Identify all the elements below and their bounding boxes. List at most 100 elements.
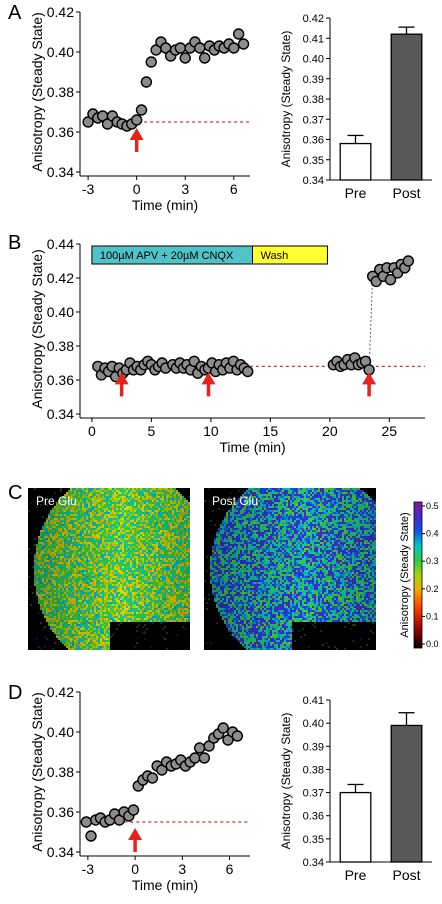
- y-tick-label: 0.36: [303, 811, 324, 823]
- y-tick-label: 0.40: [47, 304, 74, 320]
- y-tick-label: 0.36: [303, 135, 324, 147]
- x-axis-label: Time (min): [132, 877, 198, 893]
- data-point: [402, 255, 415, 267]
- bar: [390, 724, 423, 863]
- colorbar-label: Anisotropy (Steady State): [400, 512, 411, 637]
- category-label: Pre: [345, 867, 367, 883]
- x-tick-label: 10: [203, 423, 219, 439]
- data-point: [237, 38, 250, 50]
- data-point: [146, 772, 159, 784]
- pre-glu-image: Pre Glu: [28, 488, 190, 650]
- data-point: [198, 752, 211, 764]
- y-tick-label: 0.37: [303, 788, 324, 800]
- panel-a-scatter-chart: 0.34 0.36 0.38 0.40 0.42 -3 0 3 6 Time (min) Aniso…: [29, 4, 250, 213]
- stimulus-arrow: [362, 372, 377, 385]
- x-tick-label: 3: [181, 181, 189, 197]
- data-point: [242, 365, 254, 378]
- bar: [339, 142, 372, 181]
- y-tick-label: 0.38: [47, 764, 74, 780]
- data-point: [384, 274, 397, 286]
- colorbar-tick-label: 0.0: [426, 639, 439, 649]
- x-axis-label: Time (min): [219, 439, 285, 455]
- x-tick-label: 20: [322, 423, 338, 439]
- y-axis-label: Anisotropy (Steady State): [29, 12, 45, 172]
- colorbar: 0.5 0.4 0.3 0.2 0.1 0.0 Anisotropy (Steady Sta…: [400, 501, 439, 649]
- data-point: [140, 76, 153, 88]
- y-tick-label: 0.34: [47, 406, 74, 422]
- data-point: [80, 816, 92, 828]
- colorbar-tick-label: 0.4: [426, 529, 439, 539]
- data-point: [174, 42, 187, 54]
- treatment-box: [252, 245, 328, 265]
- panel-b-scatter-chart: 0.34 0.36 0.38 0.40 0.42 0.44 0 5 10 15 20 25 Time (…: [29, 236, 425, 455]
- category-label: Post: [392, 185, 420, 201]
- x-tick-label: 15: [263, 423, 279, 439]
- stimulus-arrow: [128, 828, 143, 840]
- x-tick-label: -3: [82, 181, 95, 197]
- data-point: [217, 722, 229, 734]
- panel-a-bar-chart: 0.34 0.35 0.36 0.37 0.38 0.39 0.40 0.41 0.42 Anis…: [279, 13, 432, 201]
- x-tick-label: 0: [88, 423, 96, 439]
- y-tick-label: 0.40: [303, 54, 324, 66]
- y-tick-label: 0.42: [303, 13, 324, 25]
- y-tick-label: 0.38: [47, 84, 74, 100]
- y-tick-label: 0.40: [47, 44, 74, 60]
- y-axis-label: Anisotropy (Steady State): [279, 31, 293, 168]
- data-point: [198, 52, 211, 64]
- y-axis-label: Anisotropy (Steady State): [279, 713, 293, 850]
- panel-letter-b: B: [8, 232, 22, 254]
- y-tick-label: 0.35: [303, 834, 324, 846]
- y-tick-label: 0.39: [303, 74, 324, 86]
- x-tick-label: 3: [178, 861, 186, 877]
- category-label: Post: [392, 867, 420, 883]
- x-tick-label: 0: [133, 181, 141, 197]
- data-point: [179, 52, 191, 64]
- x-tick-label: -3: [82, 861, 95, 877]
- data-point: [135, 104, 148, 116]
- bar: [339, 791, 372, 863]
- colorbar-gradient-bar: [413, 501, 423, 649]
- y-tick-label: 0.35: [303, 155, 324, 167]
- y-tick-label: 0.34: [303, 857, 324, 869]
- data-point: [145, 56, 157, 68]
- panel-d-scatter-chart: 0.34 0.36 0.38 0.40 0.42 -3 0 3 6 Time (min) Aniso…: [29, 684, 250, 893]
- x-tick-label: 5: [147, 423, 155, 439]
- stimulus-arrow: [129, 128, 144, 140]
- colorbar-tick-label: 0.5: [426, 501, 439, 511]
- data-point: [194, 42, 206, 54]
- post-glu-label: Post Glu: [212, 494, 259, 508]
- x-tick-label: 6: [230, 181, 238, 197]
- y-tick-label: 0.38: [47, 338, 74, 354]
- y-tick-label: 0.36: [47, 804, 74, 820]
- data-point: [130, 114, 143, 126]
- y-tick-label: 0.39: [303, 741, 324, 753]
- y-tick-label: 0.36: [47, 124, 74, 140]
- stimulus-arrow: [201, 372, 216, 385]
- x-tick-label: 0: [131, 861, 139, 877]
- y-tick-label: 0.42: [47, 270, 74, 286]
- y-tick-label: 0.34: [47, 844, 74, 860]
- treatment-label: Wash: [261, 250, 289, 262]
- panel-letter-c: C: [8, 482, 23, 504]
- treatment-label: 100µM APV + 20µM CNQX: [100, 250, 234, 262]
- y-tick-label: 0.42: [47, 4, 74, 20]
- y-tick-label: 0.41: [303, 695, 324, 707]
- colorbar-tick-label: 0.3: [426, 556, 439, 566]
- y-tick-label: 0.40: [303, 718, 324, 730]
- y-tick-label: 0.34: [303, 175, 324, 187]
- x-axis-label: Time (min): [132, 197, 198, 213]
- y-tick-label: 0.41: [303, 33, 324, 45]
- y-tick-label: 0.36: [47, 372, 74, 388]
- y-tick-label: 0.38: [303, 94, 324, 106]
- y-axis-label: Anisotropy (Steady State): [29, 692, 45, 852]
- data-point: [82, 116, 94, 128]
- data-point: [189, 752, 201, 764]
- bar: [390, 33, 423, 181]
- panel-letter-a: A: [8, 2, 22, 24]
- colorbar-tick-label: 0.1: [426, 611, 439, 621]
- y-tick-label: 0.38: [303, 764, 324, 776]
- y-axis-label: Anisotropy (Steady State): [29, 249, 45, 409]
- y-tick-label: 0.44: [47, 236, 74, 252]
- data-point: [231, 730, 244, 742]
- data-point: [127, 804, 140, 816]
